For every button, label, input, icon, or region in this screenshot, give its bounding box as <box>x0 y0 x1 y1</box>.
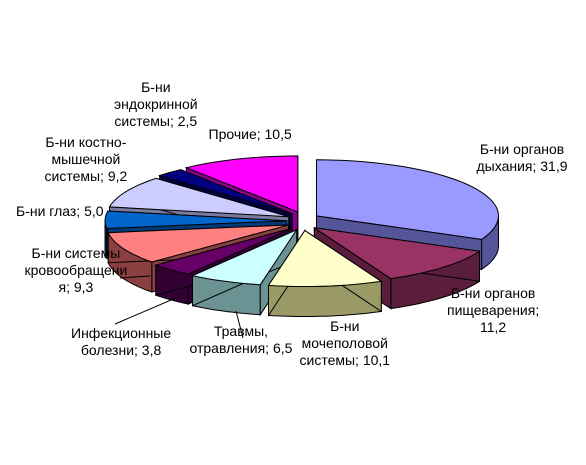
slice-top-9 <box>184 155 299 213</box>
slice-label-line: мочеполовой <box>301 334 388 351</box>
slice-top-1 <box>314 227 481 280</box>
slice-label-line: Прочие; 10,5 <box>208 125 292 142</box>
slice-label-line: я; 9,3 <box>58 278 94 295</box>
slice-label-9: Прочие; 10,5 <box>209 126 292 143</box>
slice-top-6 <box>104 210 288 230</box>
slice-label-line: Б-ни системы <box>31 244 121 261</box>
slice-label-line: Инфекционные <box>71 325 172 341</box>
slice-label-1: Б-ни органов пищеварения; 11,2 <box>447 285 539 336</box>
slice-label-7: Б-ни костно-мышечной системы; 9,2 <box>45 134 128 185</box>
slice-label-line: отравления; 6,5 <box>189 340 293 356</box>
slice-label-line: 11,2 <box>480 318 507 335</box>
slice-label-8: Б-ни эндокринной системы; 2,5 <box>114 79 198 130</box>
slice-label-line: дыхания; 31,9 <box>476 158 568 174</box>
slice-label-line: Б-ни костно- <box>45 133 127 150</box>
slice-top-7 <box>108 177 289 218</box>
slice-label-line: системы; 9,2 <box>44 167 128 184</box>
slice-label-2: Б-ни мочеполовой системы; 10,1 <box>300 318 391 369</box>
slice-top-5 <box>107 224 289 263</box>
slice-top-0 <box>315 159 500 240</box>
slice-label-line: Травмы, <box>213 323 269 339</box>
slice-label-line: системы; 2,5 <box>114 112 198 129</box>
slice-label-line: пищеварения; <box>447 301 540 318</box>
leader-line-3 <box>235 310 244 339</box>
pie-3d-layer <box>104 155 500 318</box>
slice-top-4 <box>154 227 293 275</box>
slice-label-line: Б-ни <box>141 78 171 95</box>
slice-top-3 <box>190 228 299 286</box>
leader-line-5 <box>119 275 151 279</box>
slice-label-line: Б-ни глаз; 5,0 <box>16 202 104 219</box>
slice-label-line: мышечной <box>51 150 121 167</box>
slice-top-2 <box>267 229 383 287</box>
slice-label-5: Б-ни системы кровообращени я; 9,3 <box>25 245 128 296</box>
slice-label-6: Б-ни глаз; 5,0 <box>16 203 104 220</box>
slice-label-line: Б-ни органов <box>450 284 536 301</box>
slice-label-line: Б-ни <box>330 317 360 334</box>
slice-label-line: системы; 10,1 <box>299 351 391 368</box>
slice-label-3: Травмы, отравления; 6,5 <box>190 323 293 357</box>
leader-line-4 <box>114 296 179 325</box>
slice-label-line: Б-ни органов <box>479 141 565 157</box>
slice-label-line: кровообращени <box>24 261 128 278</box>
slice-top-8 <box>157 169 293 215</box>
slice-label-line: эндокринной <box>114 95 198 112</box>
slice-label-0: Б-ни органов дыхания; 31,9 <box>477 141 568 175</box>
slice-label-4: Инфекционные болезни; 3,8 <box>71 325 171 359</box>
slice-label-line: болезни; 3,8 <box>80 342 162 358</box>
